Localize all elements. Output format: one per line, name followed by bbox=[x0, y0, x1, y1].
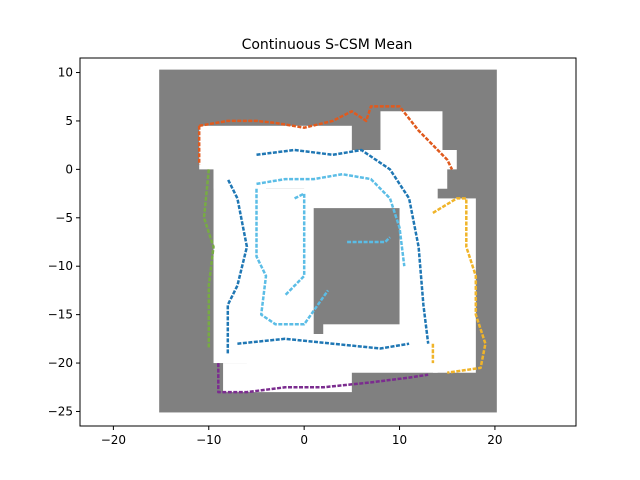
y-axis: 10 5 0 −5 −10 −15 −20 −25 bbox=[48, 66, 80, 418]
x-tick-label: 0 bbox=[300, 433, 308, 447]
free-region bbox=[266, 188, 314, 334]
free-region bbox=[380, 111, 443, 150]
x-tick-label: 10 bbox=[392, 433, 407, 447]
boundary-trace bbox=[202, 169, 215, 349]
boundary-trace bbox=[255, 188, 330, 326]
y-tick-label: −10 bbox=[48, 259, 73, 273]
chart-title: Continuous S-CSM Mean bbox=[242, 37, 413, 53]
y-tick-label: 10 bbox=[58, 66, 73, 80]
free-region bbox=[304, 183, 410, 209]
boundary-trace bbox=[284, 192, 306, 297]
y-tick-label: 5 bbox=[65, 114, 73, 128]
y-tick-label: −20 bbox=[48, 356, 73, 370]
plot-area bbox=[159, 69, 497, 413]
boundary-trace bbox=[432, 197, 487, 374]
boundary-trace bbox=[256, 172, 406, 267]
axes-frame bbox=[79, 57, 577, 427]
y-tick-label: 0 bbox=[65, 162, 73, 176]
x-tick-label: 20 bbox=[487, 433, 502, 447]
boundary-trace bbox=[256, 148, 430, 344]
x-tick-label: −20 bbox=[101, 433, 126, 447]
y-tick-label: −25 bbox=[48, 404, 73, 418]
free-region bbox=[428, 150, 457, 170]
boundary-trace bbox=[237, 337, 410, 350]
free-region bbox=[213, 159, 266, 364]
x-axis: −20 −10 0 10 20 bbox=[101, 426, 503, 447]
boundary-trace bbox=[198, 105, 454, 170]
boundary-trace bbox=[347, 236, 391, 244]
x-tick-label: −10 bbox=[196, 433, 221, 447]
boundary-trace bbox=[226, 178, 249, 354]
y-tick-label: −15 bbox=[48, 308, 73, 322]
free-region bbox=[323, 324, 419, 344]
y-tick-label: −5 bbox=[55, 211, 73, 225]
boundary-trace bbox=[217, 363, 429, 394]
free-region bbox=[432, 198, 476, 373]
free-region bbox=[223, 363, 352, 393]
